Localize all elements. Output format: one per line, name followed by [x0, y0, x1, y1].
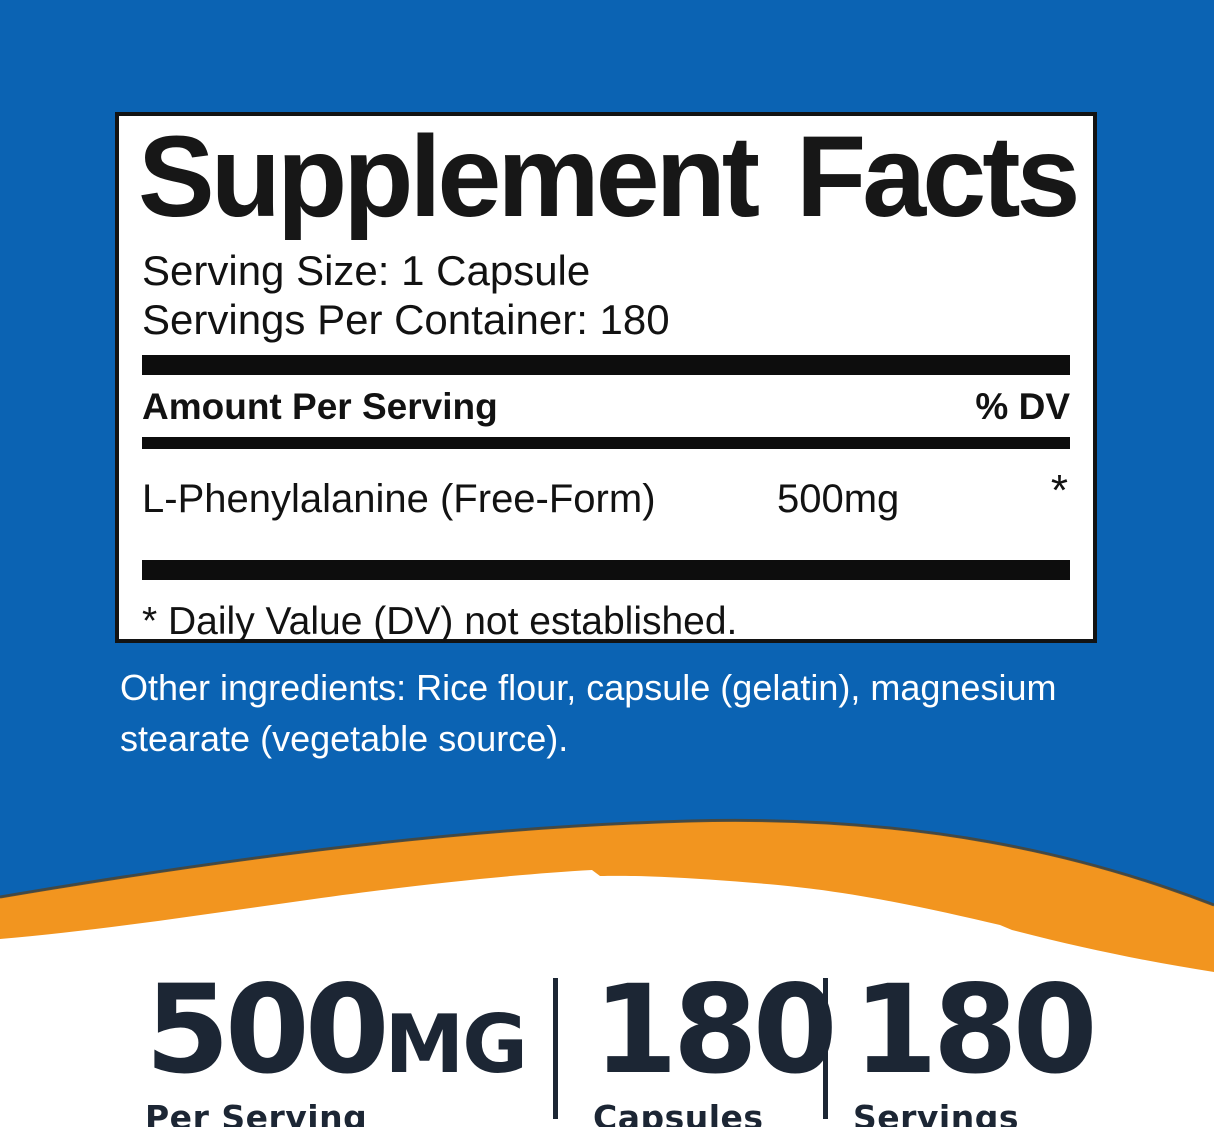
- divider-medium: [142, 436, 1070, 449]
- orange-brush-stroke: [0, 821, 1214, 972]
- ingredient-amount: 500mg: [777, 476, 900, 521]
- wave-edge-line: [0, 818, 1214, 907]
- table-row: L-Phenylalanine (Free-Form) 500mg *: [142, 449, 1070, 549]
- stat-per-serving: 500MG Per Serving: [145, 969, 528, 1127]
- dv-footnote: * Daily Value (DV) not established.: [142, 599, 738, 643]
- ingredient-dv: *: [1050, 465, 1068, 515]
- stat-label-per-serving: Per Serving: [145, 1098, 368, 1127]
- stat-capsules: 180 Capsules: [593, 959, 838, 1127]
- dosage-unit: MG: [384, 998, 528, 1091]
- other-ingredients-line-1: Other ingredients: Rice flour, capsule (…: [120, 667, 1057, 708]
- stat-label-servings: Servings: [853, 1098, 1020, 1127]
- stat-value-dosage: 500MG: [145, 969, 528, 1091]
- stat-servings: 180 Servings: [853, 959, 1098, 1127]
- ingredient-name: L-Phenylalanine (Free-Form): [142, 476, 656, 521]
- serving-size: Serving Size: 1 Capsule: [142, 246, 591, 294]
- stat-value-servings: 180: [853, 959, 1098, 1101]
- stat-label-capsules: Capsules: [593, 1098, 764, 1127]
- amount-per-serving-header: Amount Per Serving: [142, 385, 498, 427]
- stats-divider-2: [823, 978, 828, 1119]
- supplement-facts-panel: Supplement Facts Serving Size: 1 Capsule…: [115, 112, 1097, 643]
- stats-divider-1: [553, 978, 558, 1119]
- servings-per-container: Servings Per Container: 180: [142, 295, 670, 343]
- panel-title: Supplement Facts: [138, 113, 1080, 241]
- stat-value-capsules: 180: [593, 959, 838, 1101]
- other-ingredients-line-2: stearate (vegetable source).: [120, 718, 569, 759]
- divider-thick-top: [142, 354, 1070, 375]
- percent-dv-header: % DV: [975, 385, 1070, 427]
- table-header-row: Amount Per Serving % DV: [142, 375, 1070, 437]
- other-ingredients: Other ingredients: Rice flour, capsule (…: [120, 662, 1180, 764]
- dosage-number: 500: [145, 959, 390, 1101]
- divider-thick-bottom: [142, 559, 1070, 580]
